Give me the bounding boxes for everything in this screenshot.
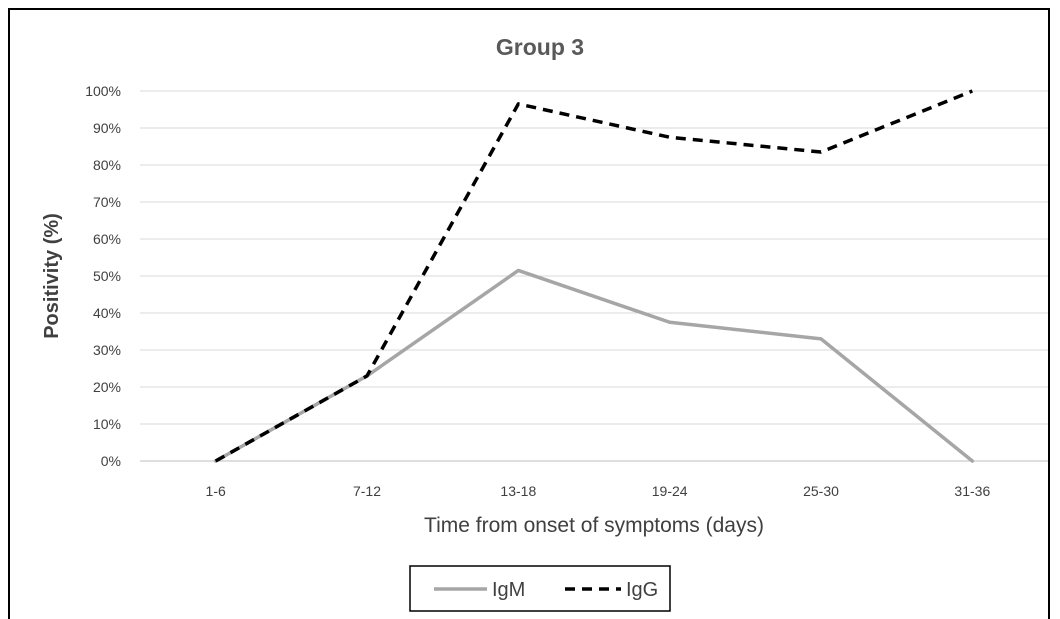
legend: IgM IgG xyxy=(409,565,671,612)
y-axis-label: Positivity (%) xyxy=(41,213,63,339)
x-tick-labels: 1-6 7-12 13-18 19-24 25-30 31-36 xyxy=(206,483,991,499)
y-tick-label: 70% xyxy=(93,194,121,210)
series-lines xyxy=(213,89,975,463)
y-tick-label: 80% xyxy=(93,157,121,173)
legend-label-igg: IgG xyxy=(626,579,658,601)
y-tick-label: 20% xyxy=(93,379,121,395)
y-tick-label: 60% xyxy=(93,231,121,247)
y-tick-label: 50% xyxy=(93,268,121,284)
gridlines xyxy=(140,90,1048,462)
series-line-igm xyxy=(213,268,975,463)
y-tick-label: 40% xyxy=(93,305,121,321)
series-line-igg xyxy=(214,89,973,463)
y-tick-label: 100% xyxy=(85,83,121,99)
y-tick-labels: 0% 10% 20% 30% 40% 50% 60% 70% 80% 90% 100% xyxy=(85,83,121,469)
y-tick-label: 0% xyxy=(101,453,121,469)
x-tick-label: 13-18 xyxy=(500,483,536,499)
x-tick-label: 7-12 xyxy=(353,483,381,499)
x-axis-label: Time from onset of symptoms (days) xyxy=(424,514,764,537)
y-tick-label: 10% xyxy=(93,416,121,432)
x-tick-label: 25-30 xyxy=(803,483,839,499)
legend-label-igm: IgM xyxy=(492,579,525,601)
x-tick-label: 31-36 xyxy=(954,483,990,499)
y-tick-label: 30% xyxy=(93,342,121,358)
chart-title: Group 3 xyxy=(496,34,584,60)
x-tick-label: 1-6 xyxy=(206,483,226,499)
x-tick-label: 19-24 xyxy=(652,483,688,499)
y-tick-label: 90% xyxy=(93,120,121,136)
